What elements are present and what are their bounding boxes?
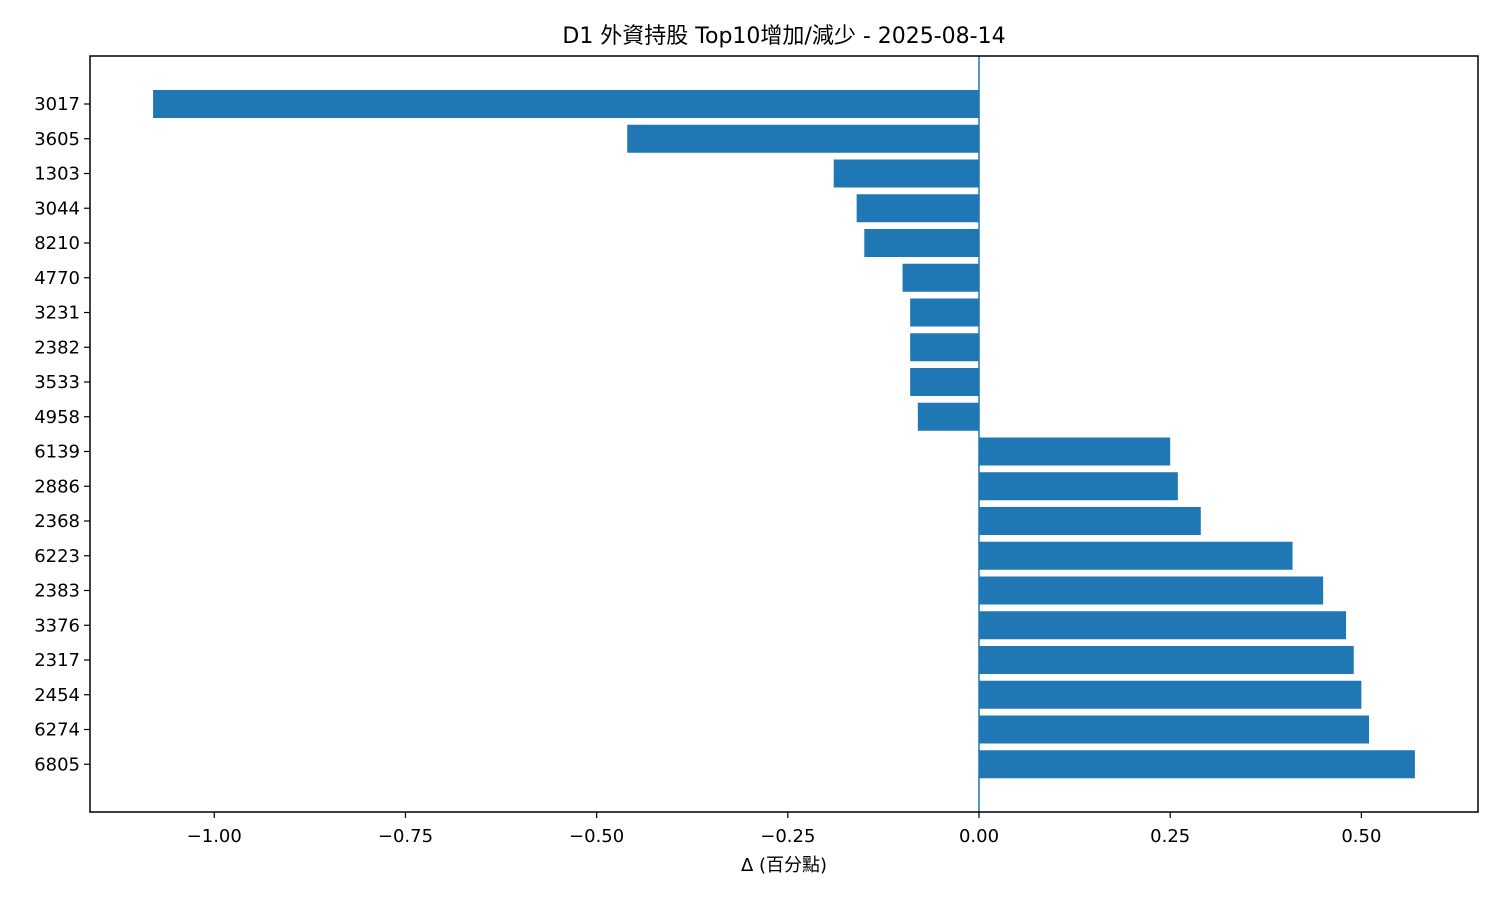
- y-tick-label: 4958: [34, 407, 80, 428]
- bar-3605: [627, 124, 980, 153]
- bar-6139: [979, 437, 1171, 466]
- bar-3533: [910, 368, 980, 396]
- chart-title: D1 外資持股 Top10增加/減少 - 2025-08-14: [562, 24, 1005, 49]
- y-tick-label: 3017: [34, 94, 80, 115]
- y-tick-label: 2368: [34, 511, 80, 532]
- y-tick-label: 2317: [34, 650, 80, 671]
- y-tick-label: 3605: [34, 129, 80, 150]
- bar-2317: [979, 646, 1354, 674]
- x-axis-label: Δ (百分點): [741, 855, 827, 876]
- bar-3376: [979, 611, 1347, 640]
- bar-2383: [979, 576, 1324, 605]
- y-tick-label: 2382: [34, 337, 80, 358]
- x-tick-label: 0.50: [1341, 826, 1381, 847]
- bar-3044: [856, 194, 980, 223]
- y-axis-ticks: 3017 3605 1303 3044 8210 4770 3231 2382 3533 4958…: [34, 94, 90, 775]
- y-tick-label: 4770: [34, 268, 80, 289]
- bar-4770: [902, 263, 980, 292]
- bar-2382: [910, 333, 980, 362]
- y-tick-label: 6805: [34, 754, 80, 775]
- plot-frame: [89, 55, 1479, 813]
- bar-2454: [979, 680, 1362, 709]
- y-tick-label: 3044: [34, 198, 80, 219]
- y-tick-label: 8210: [34, 233, 80, 254]
- bars-group: [153, 90, 1415, 779]
- bar-2368: [979, 507, 1201, 535]
- bar-2886: [979, 472, 1178, 501]
- bar-6805: [979, 750, 1415, 779]
- bar-1303: [833, 159, 980, 188]
- x-axis-ticks: −1.00 −0.75 −0.50 −0.25 0.00 0.25 0.50: [187, 812, 1381, 847]
- bar-3017: [153, 90, 980, 118]
- y-tick-label: 2454: [34, 685, 80, 706]
- y-tick-label: 6223: [34, 546, 80, 567]
- bar-3231: [910, 298, 980, 327]
- bar-6223: [979, 541, 1293, 570]
- y-tick-label: 3376: [34, 615, 80, 636]
- bar-6274: [979, 715, 1370, 744]
- bar-4958: [917, 402, 980, 431]
- x-tick-label: 0.00: [959, 826, 999, 847]
- y-tick-label: 6274: [34, 720, 80, 741]
- x-tick-label: 0.25: [1150, 826, 1190, 847]
- y-tick-label: 2886: [34, 476, 80, 497]
- bar-8210: [864, 229, 980, 257]
- x-tick-label: −1.00: [187, 826, 242, 847]
- y-tick-label: 2383: [34, 581, 80, 602]
- y-tick-label: 3533: [34, 372, 80, 393]
- x-tick-label: −0.50: [569, 826, 624, 847]
- x-tick-label: −0.75: [378, 826, 433, 847]
- y-tick-label: 3231: [34, 303, 80, 324]
- y-tick-label: 1303: [34, 164, 80, 185]
- y-tick-label: 6139: [34, 442, 80, 463]
- x-tick-label: −0.25: [760, 826, 815, 847]
